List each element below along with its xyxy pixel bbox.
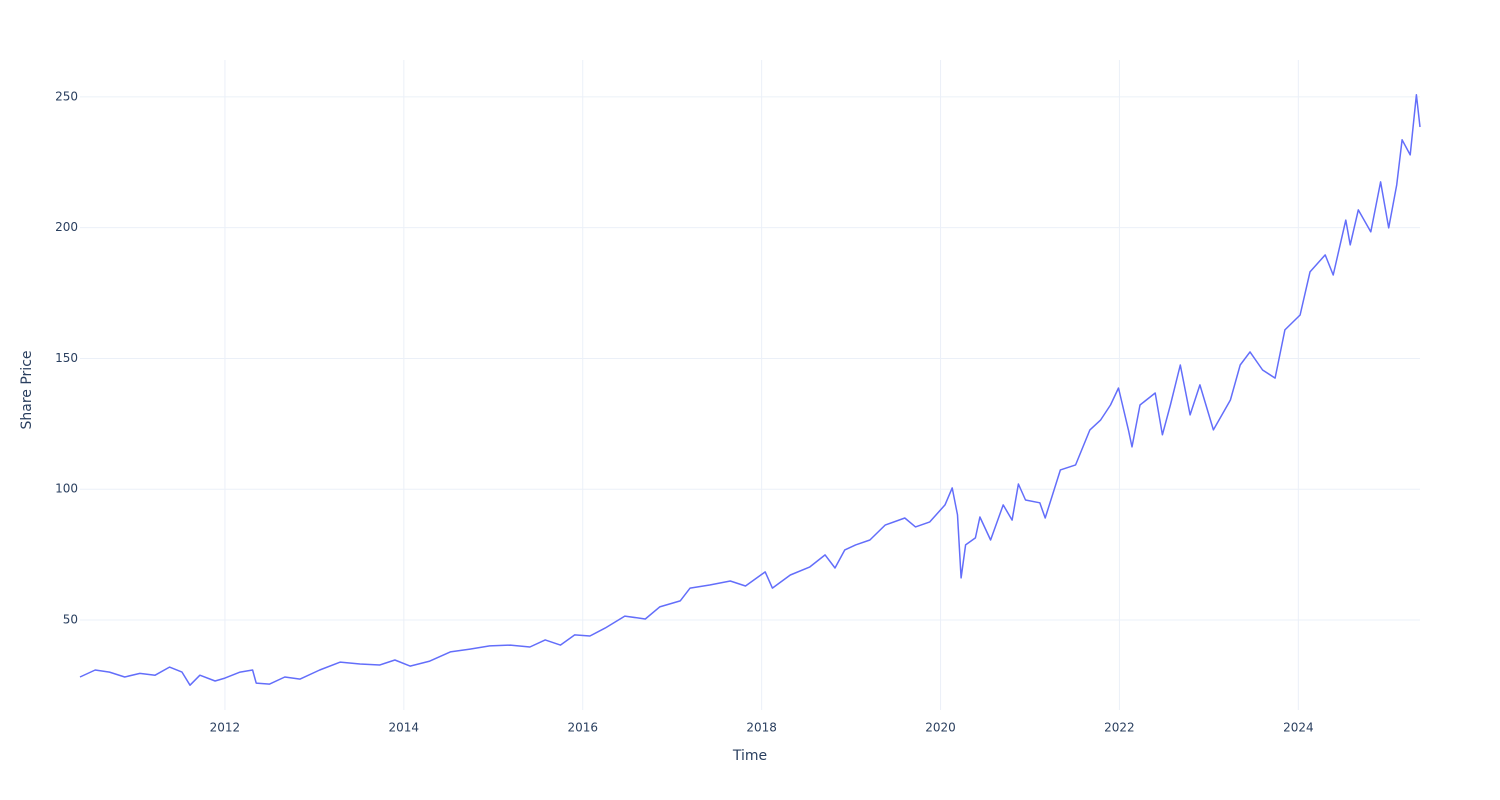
x-tick-label: 2014 [389,721,420,735]
y-tick-label: 100 [55,482,78,496]
y-tick-label: 150 [55,351,78,365]
price-line [79,94,1421,686]
y-tick-label: 200 [55,220,78,234]
x-tick-label: 2016 [567,721,598,735]
x-tick-label: 2018 [746,721,777,735]
x-tick-label: 2012 [210,721,241,735]
x-tick-label: 2024 [1283,721,1314,735]
x-tick-label: 2020 [925,721,956,735]
x-tick-label: 2022 [1104,721,1135,735]
y-tick-label: 50 [63,613,78,627]
y-axis-title: Share Price [19,350,35,429]
y-tick-label: 250 [55,89,78,103]
x-axis-title: Time [732,748,767,764]
